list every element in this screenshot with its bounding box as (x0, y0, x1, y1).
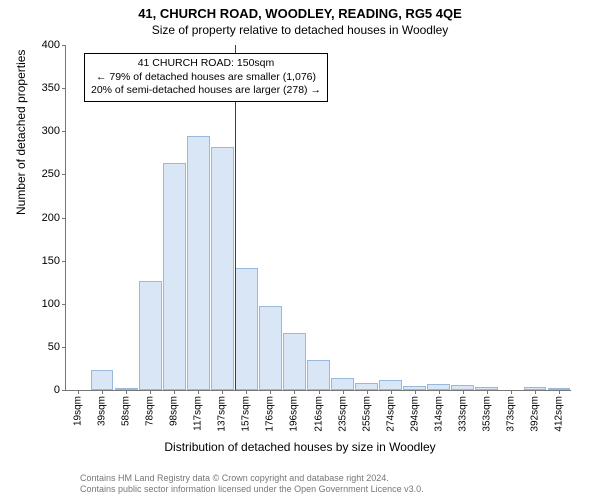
x-tick-mark (343, 390, 344, 394)
chart-title: 41, CHURCH ROAD, WOODLEY, READING, RG5 4… (0, 0, 600, 21)
y-tick-label: 0 (54, 384, 60, 396)
x-tick-mark (463, 390, 464, 394)
y-tick-mark (62, 45, 66, 46)
x-tick-label: 157sqm (241, 396, 252, 432)
x-tick-label: 216sqm (313, 396, 324, 432)
histogram-bar (91, 370, 114, 390)
x-tick-label: 353sqm (481, 396, 492, 432)
histogram-bar (235, 268, 258, 390)
y-tick-mark (62, 218, 66, 219)
chart-subtitle: Size of property relative to detached ho… (0, 21, 600, 37)
histogram-bar (187, 136, 210, 390)
x-tick-label: 176sqm (265, 396, 276, 432)
x-tick-label: 78sqm (145, 396, 156, 426)
y-tick-label: 350 (42, 82, 60, 94)
x-tick-mark (487, 390, 488, 394)
y-axis-label: Number of detached properties (14, 50, 28, 215)
x-tick-label: 255sqm (361, 396, 372, 432)
x-tick-mark (270, 390, 271, 394)
x-tick-mark (319, 390, 320, 394)
x-tick-label: 294sqm (409, 396, 420, 432)
y-tick-mark (62, 174, 66, 175)
y-tick-mark (62, 131, 66, 132)
x-axis-label: Distribution of detached houses by size … (0, 440, 600, 454)
x-tick-label: 117sqm (193, 396, 204, 431)
x-tick-label: 235sqm (337, 396, 348, 432)
y-tick-mark (62, 347, 66, 348)
x-tick-mark (222, 390, 223, 394)
histogram-bar (163, 163, 186, 390)
credits-line-1: Contains HM Land Registry data © Crown c… (80, 473, 424, 485)
y-tick-label: 150 (42, 255, 60, 267)
histogram-bar (211, 147, 234, 390)
x-tick-label: 392sqm (529, 396, 540, 432)
annotation-box: 41 CHURCH ROAD: 150sqm← 79% of detached … (84, 53, 328, 102)
plot-area: 05010015020025030035040019sqm39sqm58sqm7… (65, 45, 571, 391)
y-tick-label: 300 (42, 125, 60, 137)
credits-line-2: Contains public sector information licen… (80, 484, 424, 496)
y-tick-label: 400 (42, 39, 60, 51)
y-tick-label: 100 (42, 298, 60, 310)
x-tick-mark (559, 390, 560, 394)
y-tick-label: 250 (42, 168, 60, 180)
credits-text: Contains HM Land Registry data © Crown c… (80, 473, 424, 496)
x-tick-label: 98sqm (169, 396, 180, 426)
x-tick-mark (535, 390, 536, 394)
x-tick-mark (102, 390, 103, 394)
x-tick-mark (78, 390, 79, 394)
x-tick-mark (126, 390, 127, 394)
y-tick-mark (62, 88, 66, 89)
histogram-bar (283, 333, 306, 390)
x-tick-mark (367, 390, 368, 394)
x-tick-label: 196sqm (289, 396, 300, 432)
histogram-bar (259, 306, 282, 390)
x-tick-label: 58sqm (121, 396, 132, 426)
x-tick-label: 39sqm (97, 396, 108, 426)
x-tick-label: 373sqm (505, 396, 516, 432)
x-tick-mark (246, 390, 247, 394)
annotation-line-3: 20% of semi-detached houses are larger (… (91, 84, 321, 98)
x-tick-label: 19sqm (73, 396, 84, 426)
y-tick-mark (62, 390, 66, 391)
x-tick-label: 333sqm (457, 396, 468, 432)
histogram-bar (355, 383, 378, 390)
x-tick-label: 274sqm (385, 396, 396, 432)
chart-container: 41, CHURCH ROAD, WOODLEY, READING, RG5 4… (0, 0, 600, 500)
x-tick-mark (150, 390, 151, 394)
y-tick-mark (62, 261, 66, 262)
histogram-bar (139, 281, 162, 390)
x-tick-mark (511, 390, 512, 394)
y-tick-mark (62, 304, 66, 305)
x-tick-label: 412sqm (553, 396, 564, 432)
annotation-line-1: 41 CHURCH ROAD: 150sqm (91, 57, 321, 71)
histogram-bar (307, 360, 330, 390)
x-tick-label: 314sqm (433, 396, 444, 432)
y-tick-label: 50 (48, 341, 60, 353)
x-tick-label: 137sqm (217, 396, 228, 432)
x-tick-mark (198, 390, 199, 394)
x-tick-mark (174, 390, 175, 394)
histogram-bar (331, 378, 354, 390)
annotation-line-2: ← 79% of detached houses are smaller (1,… (91, 71, 321, 85)
y-tick-label: 200 (42, 212, 60, 224)
x-tick-mark (439, 390, 440, 394)
x-tick-mark (391, 390, 392, 394)
x-tick-mark (415, 390, 416, 394)
x-tick-mark (294, 390, 295, 394)
histogram-bar (379, 380, 402, 390)
